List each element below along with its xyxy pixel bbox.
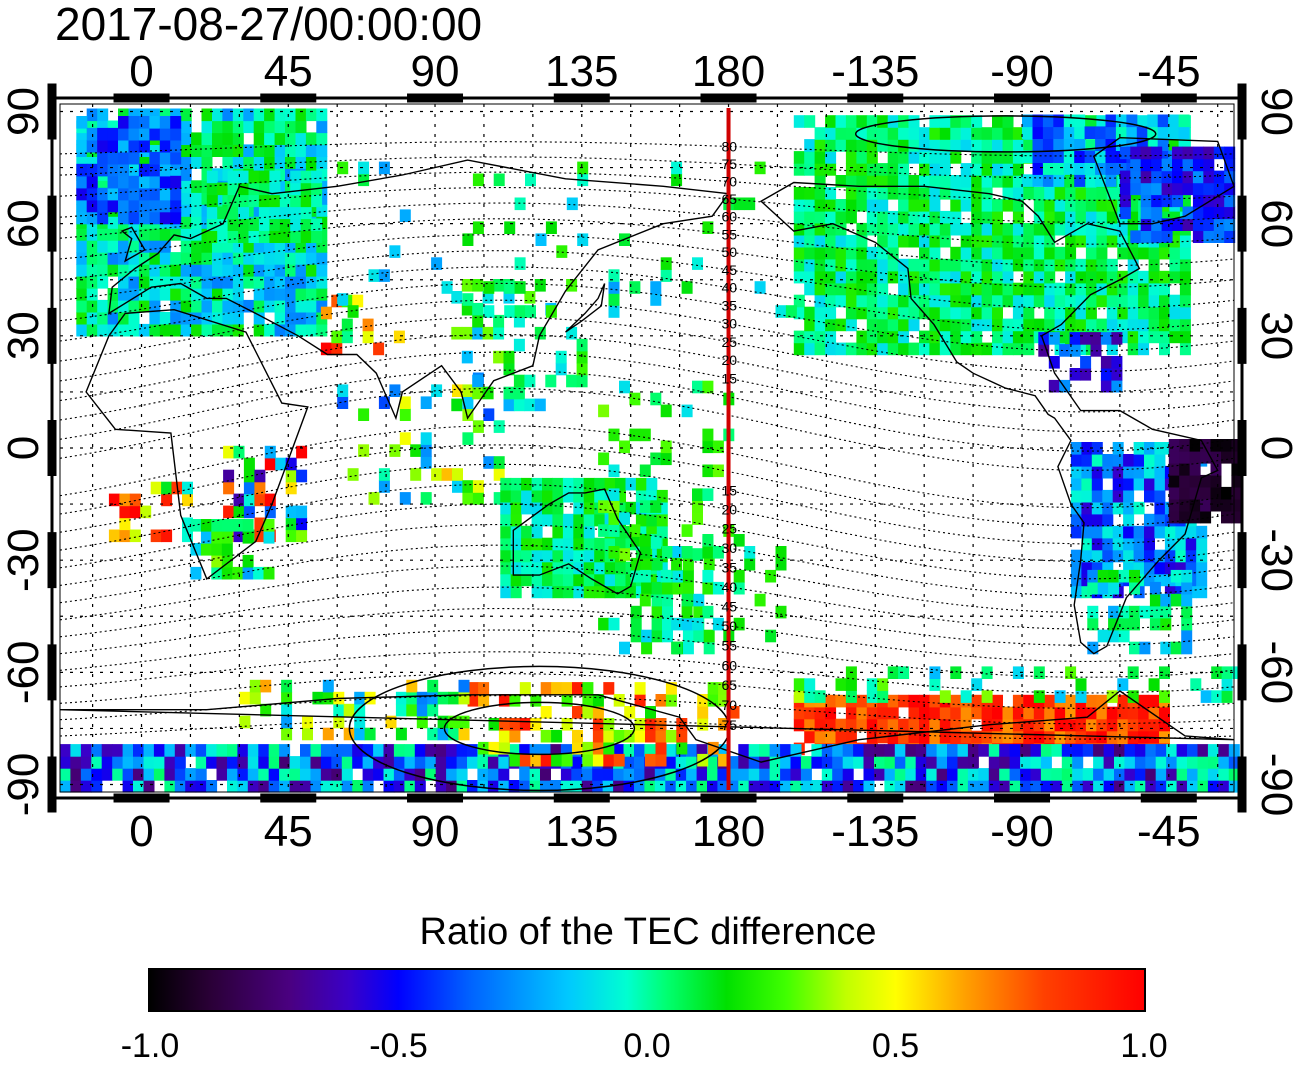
y-tick-right-5: -60 [1252, 641, 1296, 705]
y-tick-left-5: -60 [0, 641, 48, 705]
colorbar [148, 968, 1146, 1012]
contour-label-north-11: 25 [722, 334, 738, 350]
x-tick-top-5: -135 [831, 47, 919, 96]
y-tick-left-3: 0 [0, 436, 48, 460]
x-tick-bottom-5: -135 [831, 807, 919, 856]
map-inner-frame [59, 103, 1235, 793]
y-tick-left-4: -30 [0, 528, 48, 592]
y-tick-right-2: 30 [1252, 311, 1296, 360]
contour-label-north-4: 60 [722, 209, 738, 225]
y-tick-right-3: 0 [1252, 436, 1296, 460]
colorbar-tick-4: 1.0 [1120, 1027, 1168, 1065]
contour-label-north-10: 30 [722, 316, 738, 332]
x-tick-bottom-6: -90 [990, 807, 1054, 856]
y-tick-left-2: 30 [0, 311, 48, 360]
contour-label-south-2: 25 [722, 521, 738, 537]
y-tick-right-0: 90 [1252, 87, 1296, 136]
contour-label-south-11: 70 [722, 697, 738, 713]
x-tick-bottom-2: 90 [411, 807, 460, 856]
contour-label-south-8: 55 [722, 638, 738, 654]
x-tick-top-4: 180 [692, 47, 765, 96]
x-tick-bottom-7: -45 [1137, 807, 1201, 856]
contour-label-south-9: 60 [722, 657, 738, 673]
x-tick-top-3: 135 [545, 47, 618, 96]
x-tick-top-6: -90 [990, 47, 1054, 96]
contour-label-south-12: 75 [722, 717, 738, 733]
y-tick-left-0: 90 [0, 87, 48, 136]
contour-label-north-12: 20 [722, 352, 738, 368]
colorbar-tick-2: 0.0 [623, 1027, 671, 1065]
x-tick-bottom-1: 45 [264, 807, 313, 856]
colorbar-tick-1: -0.5 [369, 1027, 428, 1065]
contour-label-south-4: 35 [722, 559, 738, 575]
contour-label-layer: 8075706560555045403530252015152025303540… [722, 138, 738, 732]
x-tick-top-0: 0 [129, 47, 153, 96]
x-tick-bottom-4: 180 [692, 807, 765, 856]
contour-label-south-7: 50 [722, 618, 738, 634]
plot-title: 2017-08-27/00:00:00 [55, 0, 483, 50]
axis-ticks: 0 0 45 45 90 90 135 135 180 180 -135 -135 -90 -90 -45 -… [0, 47, 1296, 856]
contour-label-south-3: 30 [722, 540, 738, 556]
contour-label-north-13: 15 [722, 370, 738, 386]
contour-label-north-6: 50 [722, 244, 738, 260]
contour-label-south-0: 15 [722, 482, 738, 498]
x-tick-top-1: 45 [264, 47, 313, 96]
contour-label-south-5: 40 [722, 579, 738, 595]
contour-label-north-7: 45 [722, 262, 738, 278]
y-tick-left-1: 60 [0, 199, 48, 248]
contour-label-north-8: 40 [722, 280, 738, 296]
tec-data-layer [60, 108, 1243, 793]
contour-label-south-6: 45 [722, 598, 738, 614]
colorbar-tick-0: -1.0 [120, 1027, 180, 1065]
colorbar-title: Ratio of the TEC difference [419, 911, 877, 953]
y-tick-right-1: 60 [1252, 199, 1296, 248]
contour-label-north-9: 35 [722, 298, 738, 314]
y-tick-left-6: -90 [0, 753, 48, 817]
colorbar-tick-3: 0.5 [871, 1027, 920, 1065]
coastlines [59, 136, 1235, 763]
contour-label-north-3: 65 [722, 191, 738, 207]
x-tick-bottom-0: 0 [129, 807, 153, 856]
x-tick-bottom-3: 135 [545, 807, 618, 856]
contour-label-north-1: 75 [722, 156, 738, 172]
contour-label-south-1: 20 [722, 502, 738, 518]
y-tick-right-6: -90 [1252, 753, 1296, 817]
y-tick-right-4: -30 [1252, 528, 1296, 592]
x-tick-top-7: -45 [1137, 47, 1201, 96]
contour-label-north-5: 55 [722, 226, 738, 242]
contour-label-south-10: 65 [722, 677, 738, 693]
contour-label-north-2: 70 [722, 173, 738, 189]
x-tick-top-2: 90 [411, 47, 460, 96]
contour-label-north-0: 80 [722, 138, 738, 154]
